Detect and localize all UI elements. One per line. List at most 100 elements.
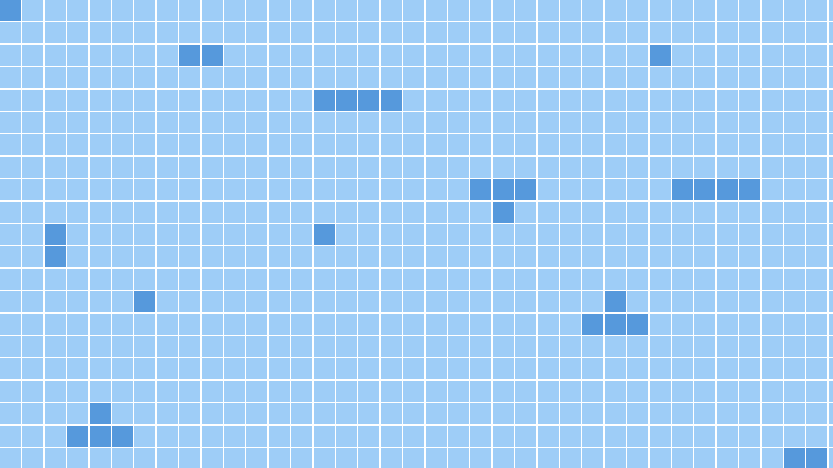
empty-cell[interactable]: [403, 314, 424, 335]
empty-cell[interactable]: [0, 448, 21, 468]
empty-cell[interactable]: [470, 426, 491, 447]
empty-cell[interactable]: [90, 202, 111, 223]
empty-cell[interactable]: [582, 224, 603, 245]
empty-cell[interactable]: [829, 381, 833, 402]
empty-cell[interactable]: [560, 22, 581, 43]
empty-cell[interactable]: [605, 179, 626, 200]
empty-cell[interactable]: [22, 112, 43, 133]
empty-cell[interactable]: [762, 202, 783, 223]
empty-cell[interactable]: [717, 0, 738, 21]
filled-cell[interactable]: [202, 45, 223, 66]
empty-cell[interactable]: [45, 157, 66, 178]
empty-cell[interactable]: [179, 358, 200, 379]
empty-cell[interactable]: [381, 426, 402, 447]
empty-cell[interactable]: [336, 336, 357, 357]
empty-cell[interactable]: [314, 336, 335, 357]
empty-cell[interactable]: [90, 67, 111, 88]
empty-cell[interactable]: [694, 291, 715, 312]
empty-cell[interactable]: [694, 67, 715, 88]
empty-cell[interactable]: [314, 246, 335, 267]
empty-cell[interactable]: [762, 134, 783, 155]
empty-cell[interactable]: [515, 336, 536, 357]
empty-cell[interactable]: [538, 112, 559, 133]
empty-cell[interactable]: [762, 448, 783, 468]
empty-cell[interactable]: [22, 134, 43, 155]
empty-cell[interactable]: [157, 0, 178, 21]
empty-cell[interactable]: [90, 269, 111, 290]
empty-cell[interactable]: [90, 358, 111, 379]
empty-cell[interactable]: [381, 157, 402, 178]
empty-cell[interactable]: [403, 202, 424, 223]
empty-cell[interactable]: [224, 179, 245, 200]
empty-cell[interactable]: [45, 381, 66, 402]
empty-cell[interactable]: [179, 246, 200, 267]
empty-cell[interactable]: [829, 358, 833, 379]
empty-cell[interactable]: [560, 45, 581, 66]
empty-cell[interactable]: [291, 45, 312, 66]
empty-cell[interactable]: [515, 202, 536, 223]
empty-cell[interactable]: [694, 403, 715, 424]
empty-cell[interactable]: [157, 246, 178, 267]
empty-cell[interactable]: [762, 246, 783, 267]
empty-cell[interactable]: [560, 403, 581, 424]
empty-cell[interactable]: [784, 314, 805, 335]
empty-cell[interactable]: [806, 202, 827, 223]
empty-cell[interactable]: [67, 381, 88, 402]
empty-cell[interactable]: [45, 0, 66, 21]
empty-cell[interactable]: [179, 134, 200, 155]
empty-cell[interactable]: [717, 403, 738, 424]
empty-cell[interactable]: [246, 291, 267, 312]
empty-cell[interactable]: [493, 246, 514, 267]
empty-cell[interactable]: [448, 112, 469, 133]
empty-cell[interactable]: [22, 314, 43, 335]
empty-cell[interactable]: [515, 90, 536, 111]
empty-cell[interactable]: [806, 426, 827, 447]
empty-cell[interactable]: [202, 179, 223, 200]
empty-cell[interactable]: [538, 246, 559, 267]
empty-cell[interactable]: [784, 134, 805, 155]
empty-cell[interactable]: [134, 314, 155, 335]
empty-cell[interactable]: [739, 403, 760, 424]
empty-cell[interactable]: [806, 269, 827, 290]
empty-cell[interactable]: [45, 202, 66, 223]
empty-cell[interactable]: [0, 336, 21, 357]
empty-cell[interactable]: [784, 0, 805, 21]
empty-cell[interactable]: [493, 224, 514, 245]
empty-cell[interactable]: [291, 157, 312, 178]
empty-cell[interactable]: [627, 358, 648, 379]
empty-cell[interactable]: [157, 314, 178, 335]
empty-cell[interactable]: [672, 112, 693, 133]
empty-cell[interactable]: [829, 269, 833, 290]
empty-cell[interactable]: [717, 224, 738, 245]
empty-cell[interactable]: [448, 90, 469, 111]
empty-cell[interactable]: [224, 358, 245, 379]
empty-cell[interactable]: [448, 22, 469, 43]
empty-cell[interactable]: [582, 381, 603, 402]
empty-cell[interactable]: [784, 112, 805, 133]
empty-cell[interactable]: [381, 45, 402, 66]
empty-cell[interactable]: [336, 134, 357, 155]
empty-cell[interactable]: [582, 448, 603, 468]
empty-cell[interactable]: [157, 179, 178, 200]
empty-cell[interactable]: [493, 134, 514, 155]
empty-cell[interactable]: [672, 224, 693, 245]
empty-cell[interactable]: [157, 381, 178, 402]
empty-cell[interactable]: [806, 22, 827, 43]
empty-cell[interactable]: [560, 426, 581, 447]
empty-cell[interactable]: [157, 336, 178, 357]
empty-cell[interactable]: [22, 291, 43, 312]
empty-cell[interactable]: [448, 314, 469, 335]
empty-cell[interactable]: [493, 291, 514, 312]
filled-cell[interactable]: [358, 90, 379, 111]
empty-cell[interactable]: [784, 90, 805, 111]
empty-cell[interactable]: [784, 381, 805, 402]
empty-cell[interactable]: [560, 269, 581, 290]
empty-cell[interactable]: [784, 45, 805, 66]
empty-cell[interactable]: [627, 157, 648, 178]
empty-cell[interactable]: [538, 381, 559, 402]
empty-cell[interactable]: [314, 157, 335, 178]
empty-cell[interactable]: [336, 291, 357, 312]
empty-cell[interactable]: [314, 314, 335, 335]
empty-cell[interactable]: [448, 179, 469, 200]
empty-cell[interactable]: [762, 45, 783, 66]
